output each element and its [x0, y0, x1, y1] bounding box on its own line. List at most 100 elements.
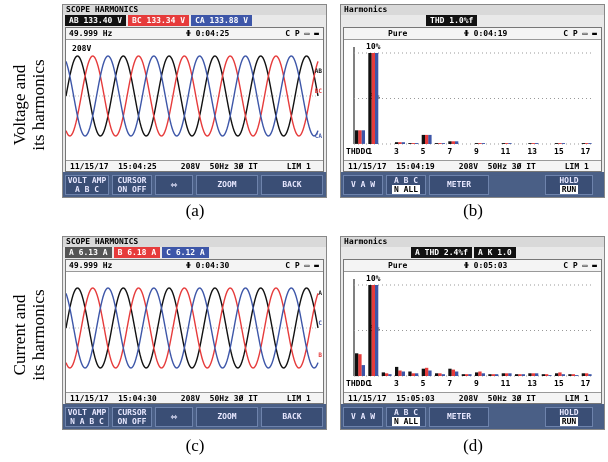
status-icons: C P ▭ ▬ — [285, 261, 319, 270]
elapsed-time: Φ 0:04:25 — [186, 29, 230, 38]
volt-amp-softkey[interactable]: VOLT AMP A B C — [65, 174, 109, 195]
meter-softkey[interactable]: METER — [429, 174, 489, 195]
bar-16-phase-1 — [571, 374, 575, 376]
bar-2-phase-1 — [385, 373, 389, 376]
reading-bar: AB 133.40 V BC 133.34 V CA 133.88 V — [65, 15, 253, 26]
move-arrows-icon[interactable]: ⇿ — [155, 406, 193, 427]
elapsed-time: Φ 0:04:30 — [186, 261, 230, 270]
cursor-softkey[interactable]: CURSOR ON OFF — [112, 174, 152, 195]
back-softkey[interactable]: BACK — [261, 406, 323, 427]
axis-label-3: 3 — [394, 379, 399, 388]
scope-screen: 49.999 Hz Φ 0:04:30 C P ▭ ▬ A C B 11/15/… — [65, 259, 324, 404]
bar-4-phase-1 — [411, 373, 415, 376]
wave-label-ab: AB — [314, 68, 322, 75]
wave-label-a: A — [318, 290, 322, 297]
info-footer: 11/15/17 15:05:03 208V 50Hz 3Ø IT LIM 1 — [344, 392, 601, 403]
softkey-bar: VOLT AMP A B C CURSOR ON OFF ⇿ ZOOM BACK — [63, 172, 326, 197]
thd-readout: A THD 2.4%f — [411, 247, 472, 258]
bar-12-phase-0 — [515, 374, 519, 376]
current-trace-2 — [66, 287, 319, 369]
bar-THDDC-phase-0 — [355, 353, 359, 377]
bar-1-phase-1 — [371, 285, 375, 376]
caption-c: (c) — [185, 436, 205, 455]
info-footer: 11/15/17 15:04:25 208V 50Hz 3Ø IT LIM 1 — [66, 160, 323, 171]
bar-4-phase-2 — [415, 373, 419, 376]
bar-9-phase-0 — [475, 372, 479, 376]
bar-17-phase-0 — [581, 373, 585, 376]
status-icons: C P ▭ ▬ — [563, 29, 597, 38]
axis-label-15: 15 — [554, 379, 564, 388]
bar-17-phase-2 — [588, 143, 592, 144]
row-label-current-line1: Current and — [10, 294, 29, 376]
cursor-softkey[interactable]: CURSOR ON OFF — [112, 406, 152, 427]
row-label-voltage-line1: Voltage and — [10, 64, 29, 146]
voltage-waveform — [66, 55, 319, 137]
axis-label-13: 13 — [527, 379, 537, 388]
v-a-w-softkey[interactable]: V A W — [343, 174, 383, 195]
move-arrows-icon[interactable]: ⇿ — [155, 174, 193, 195]
axis-label-15: 15 — [554, 147, 564, 156]
row-label-voltage-line2: its harmonics — [29, 59, 48, 151]
zoom-softkey[interactable]: ZOOM — [196, 174, 258, 195]
bar-5-phase-0 — [421, 134, 425, 144]
axis-label-17: 17 — [580, 147, 591, 156]
scale-top-label: 10% — [366, 274, 381, 283]
bar-2-phase-0 — [381, 372, 385, 376]
bar-15-phase-1 — [558, 143, 562, 144]
bar-11-phase-2 — [508, 143, 512, 144]
bar-1-phase-0 — [368, 285, 372, 376]
status-line: 49.999 Hz Φ 0:04:25 C P ▭ ▬ — [66, 28, 323, 40]
bar-17-phase-1 — [585, 143, 589, 144]
bar-THDDC-phase-1 — [358, 354, 362, 376]
axis-label-7: 7 — [447, 147, 453, 156]
v-a-w-softkey[interactable]: V A W — [343, 406, 383, 427]
bar-15-phase-0 — [555, 143, 559, 144]
axis-label-5: 5 — [420, 379, 426, 388]
meter-softkey[interactable]: METER — [429, 406, 489, 427]
bar-16-phase-0 — [568, 374, 572, 376]
bar-5-phase-1 — [425, 134, 429, 144]
bar-1-phase-2 — [375, 53, 379, 144]
caption-d: (d) — [463, 436, 483, 455]
axis-label-5: 5 — [420, 147, 426, 156]
reading-bar: THD 1.0%f — [426, 15, 478, 26]
axis-label-11: 11 — [500, 147, 511, 156]
axis-label-1: 1 — [367, 379, 373, 388]
reading-b: B 6.18 A — [113, 247, 161, 258]
back-softkey[interactable]: BACK — [261, 174, 323, 195]
bar-1-phase-2 — [375, 285, 379, 376]
voltage-harmonic-bars — [353, 47, 594, 145]
reading-c: C 6.12 A — [162, 247, 209, 258]
hold-run-softkey[interactable]: HOLD RUN — [545, 174, 593, 195]
bar-3-phase-2 — [401, 142, 405, 144]
row-label-voltage: Voltage and its harmonics — [2, 10, 56, 200]
panel-current-scope: SCOPE HARMONICS A 6.13 A B 6.18 A C 6.12… — [62, 236, 327, 430]
reading-bar: A THD 2.4%f A K 1.0 — [411, 247, 516, 258]
current-harmonic-bars — [353, 279, 594, 377]
bar-THDDC-phase-2 — [361, 365, 365, 376]
bar-13-phase-2 — [535, 143, 539, 144]
axis-label-11: 11 — [500, 379, 511, 388]
info-footer: 11/15/17 15:04:30 208V 50Hz 3Ø IT LIM 1 — [66, 392, 323, 403]
volt-amp-softkey[interactable]: VOLT AMP N A B C — [65, 406, 109, 427]
hold-run-softkey[interactable]: HOLD RUN — [545, 406, 593, 427]
axis-label-1: 1 — [367, 147, 373, 156]
zoom-softkey[interactable]: ZOOM — [196, 406, 258, 427]
reading-bc: BC 133.34 V — [128, 15, 190, 26]
bar-13-phase-1 — [531, 143, 535, 144]
bar-6-phase-0 — [435, 373, 439, 376]
bar-6-phase-1 — [438, 373, 442, 376]
bar-1-phase-0 — [368, 53, 372, 144]
bar-3-phase-2 — [401, 371, 405, 376]
bar-4-phase-1 — [411, 143, 415, 144]
bar-8-phase-1 — [465, 374, 469, 376]
elapsed-time: Φ 0:04:19 — [464, 29, 508, 38]
scale-top-label: 10% — [366, 42, 381, 51]
status-line: 49.999 Hz Φ 0:04:30 C P ▭ ▬ — [66, 260, 323, 272]
bar-THDDC-phase-1 — [358, 130, 362, 144]
bar-17-phase-0 — [581, 143, 585, 144]
